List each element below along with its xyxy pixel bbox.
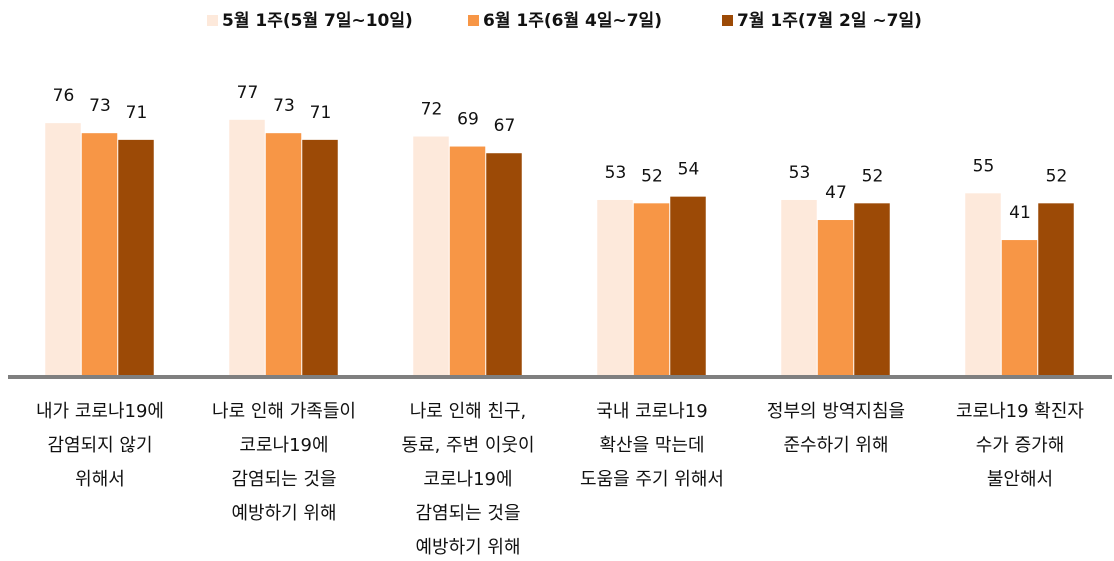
bar: [302, 139, 338, 377]
data-label: 53: [605, 163, 627, 183]
data-label: 73: [89, 96, 111, 116]
bar: [670, 196, 706, 377]
legend-swatch: [207, 15, 218, 26]
x-tick-label: 내가 코로나19에 감염되지 않기 위해서: [36, 401, 164, 490]
bar: [1001, 240, 1038, 377]
bar: [81, 133, 118, 377]
data-label: 73: [273, 96, 295, 116]
data-label: 55: [973, 156, 995, 176]
bar: [854, 203, 890, 377]
legend-swatch: [468, 15, 479, 26]
bar: [817, 220, 854, 377]
data-label: 72: [421, 100, 443, 120]
data-label: 71: [126, 103, 148, 123]
data-label: 71: [310, 103, 332, 123]
bar: [229, 119, 265, 377]
data-label: 69: [457, 110, 479, 130]
data-label: 54: [678, 160, 700, 180]
x-tick-label: 국내 코로나19 확산을 막는데 도움을 주기 위해서: [580, 401, 724, 490]
data-label: 77: [237, 83, 259, 103]
x-tick-label: 나로 인해 가족들이 코로나19에 감염되는 것을 예방하기 위해: [212, 401, 356, 524]
bar: [449, 146, 486, 377]
bar: [118, 139, 154, 377]
data-label: 52: [862, 166, 884, 186]
legend-label: 7월 1주(7월 2일 ~7일): [737, 11, 922, 31]
bar: [781, 199, 817, 377]
data-label: 67: [494, 116, 516, 136]
bar: [486, 153, 522, 377]
x-tick-label: 코로나19 확진자 수가 증가해 불안해서: [956, 401, 1084, 490]
bar: [1038, 203, 1074, 377]
x-tick-label: 나로 인해 친구, 동료, 주변 이웃이 코로나19에 감염되는 것을 예방하기 위해: [401, 401, 534, 558]
bar: [45, 123, 81, 377]
data-label: 47: [825, 183, 847, 203]
data-label: 53: [789, 163, 811, 183]
x-tick-label: 정부의 방역지침을 준수하기 위해: [767, 401, 905, 456]
bar: [597, 199, 633, 377]
bar: [633, 203, 670, 377]
legend-label: 6월 1주(6월 4일~7일): [483, 11, 662, 31]
legend-label: 5월 1주(5월 7일~10일): [222, 11, 413, 31]
bar: [965, 193, 1001, 377]
bar: [265, 133, 302, 377]
data-label: 52: [641, 166, 663, 186]
data-label: 52: [1046, 166, 1068, 186]
data-label: 41: [1009, 203, 1031, 223]
legend-swatch: [722, 15, 733, 26]
data-label: 76: [53, 86, 75, 106]
bar: [413, 136, 449, 377]
